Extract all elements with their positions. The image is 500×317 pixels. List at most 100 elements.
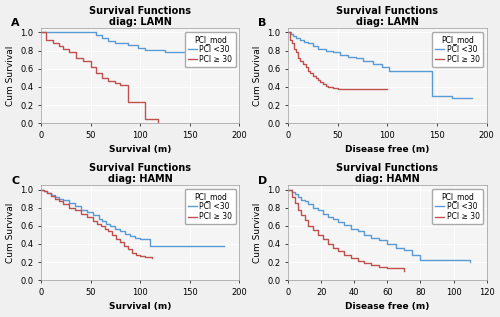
PCI ≥ 30 <box>142 255 148 259</box>
PCI ≥ 30 <box>48 194 54 198</box>
PCI <30 <box>293 36 299 40</box>
PCI <30 <box>38 188 44 191</box>
PCI <30 <box>285 188 291 191</box>
Title: Survival Functions
diag: HAMN: Survival Functions diag: HAMN <box>336 163 438 184</box>
PCI ≥ 30 <box>305 69 311 73</box>
PCI ≥ 30 <box>52 197 58 201</box>
PCI ≥ 30 <box>142 117 148 120</box>
Title: Survival Functions
diag: LAMN: Survival Functions diag: LAMN <box>336 6 438 27</box>
PCI ≥ 30 <box>137 100 143 104</box>
PCI <30 <box>142 237 148 241</box>
PCI ≥ 30 <box>285 188 291 191</box>
PCI ≥ 30 <box>300 62 306 66</box>
PCI ≥ 30 <box>368 263 374 267</box>
PCI <30 <box>468 96 474 100</box>
PCI ≥ 30 <box>129 251 135 255</box>
PCI <30 <box>100 36 105 40</box>
PCI <30 <box>370 62 376 66</box>
PCI ≥ 30 <box>155 121 161 125</box>
PCI <30 <box>386 69 392 73</box>
PCI <30 <box>41 190 47 193</box>
PCI <30 <box>112 42 118 45</box>
PCI ≥ 30 <box>307 71 313 75</box>
PCI <30 <box>38 30 44 34</box>
PCI ≥ 30 <box>320 82 326 86</box>
PCI <30 <box>135 46 141 50</box>
PCI ≥ 30 <box>90 219 96 223</box>
PCI ≥ 30 <box>126 248 132 251</box>
Legend: PCI <30, PCI ≥ 30: PCI <30, PCI ≥ 30 <box>185 189 236 224</box>
PCI <30 <box>78 208 84 211</box>
PCI ≥ 30 <box>50 42 56 45</box>
PCI <30 <box>297 38 303 42</box>
PCI <30 <box>368 236 374 240</box>
PCI <30 <box>298 198 304 202</box>
PCI ≥ 30 <box>295 56 301 60</box>
PCI ≥ 30 <box>38 188 44 191</box>
PCI <30 <box>44 191 50 195</box>
PCI <30 <box>58 30 64 34</box>
PCI ≥ 30 <box>310 229 316 232</box>
PCI <30 <box>48 193 54 197</box>
PCI ≥ 30 <box>325 242 331 246</box>
PCI <30 <box>467 260 473 264</box>
PCI ≥ 30 <box>384 87 390 91</box>
PCI ≥ 30 <box>317 81 323 84</box>
PCI <30 <box>292 192 298 196</box>
Text: A: A <box>11 18 20 29</box>
PCI <30 <box>384 242 390 246</box>
PCI ≥ 30 <box>297 60 303 63</box>
PCI ≥ 30 <box>364 87 370 91</box>
Line: PCI ≥ 30: PCI ≥ 30 <box>41 190 152 258</box>
Text: B: B <box>258 18 267 29</box>
PCI ≥ 30 <box>392 267 398 270</box>
Line: PCI <30: PCI <30 <box>41 190 224 246</box>
PCI <30 <box>325 215 331 219</box>
PCI ≥ 30 <box>327 85 333 89</box>
Y-axis label: Cum Survival: Cum Survival <box>6 203 15 263</box>
PCI ≥ 30 <box>333 86 339 90</box>
PCI ≥ 30 <box>129 100 135 104</box>
PCI <30 <box>112 227 118 230</box>
PCI ≥ 30 <box>98 224 103 228</box>
PCI <30 <box>449 96 455 100</box>
PCI ≥ 30 <box>41 190 47 193</box>
PCI <30 <box>46 30 52 34</box>
PCI <30 <box>100 219 105 223</box>
PCI ≥ 30 <box>293 50 299 54</box>
PCI ≥ 30 <box>325 85 331 89</box>
PCI ≥ 30 <box>56 199 62 203</box>
PCI <30 <box>330 217 336 221</box>
PCI ≥ 30 <box>110 233 116 237</box>
PCI <30 <box>442 94 448 98</box>
PCI <30 <box>288 191 294 194</box>
PCI <30 <box>315 47 321 51</box>
PCI <30 <box>295 195 301 199</box>
PCI <30 <box>122 232 128 236</box>
PCI ≥ 30 <box>100 76 105 80</box>
PCI <30 <box>118 230 124 233</box>
PCI ≥ 30 <box>291 47 297 51</box>
PCI <30 <box>92 33 98 37</box>
PCI ≥ 30 <box>302 218 308 222</box>
X-axis label: Disease free (m): Disease free (m) <box>345 302 430 311</box>
Line: PCI ≥ 30: PCI ≥ 30 <box>288 190 404 271</box>
PCI <30 <box>342 223 347 227</box>
PCI <30 <box>302 199 308 203</box>
PCI <30 <box>305 42 311 45</box>
PCI ≥ 30 <box>66 206 72 210</box>
PCI <30 <box>310 206 316 210</box>
PCI <30 <box>323 49 329 53</box>
PCI <30 <box>376 238 382 242</box>
PCI <30 <box>337 53 343 57</box>
Y-axis label: Cum Survival: Cum Survival <box>6 45 15 106</box>
PCI <30 <box>84 210 89 214</box>
Legend: PCI <30, PCI ≥ 30: PCI <30, PCI ≥ 30 <box>432 189 483 224</box>
PCI <30 <box>409 253 415 257</box>
PCI <30 <box>344 55 350 59</box>
PCI <30 <box>60 198 66 202</box>
Line: PCI ≥ 30: PCI ≥ 30 <box>41 32 158 123</box>
PCI <30 <box>305 202 311 206</box>
Legend: PCI <30, PCI ≥ 30: PCI <30, PCI ≥ 30 <box>185 32 236 67</box>
PCI ≥ 30 <box>310 74 316 78</box>
